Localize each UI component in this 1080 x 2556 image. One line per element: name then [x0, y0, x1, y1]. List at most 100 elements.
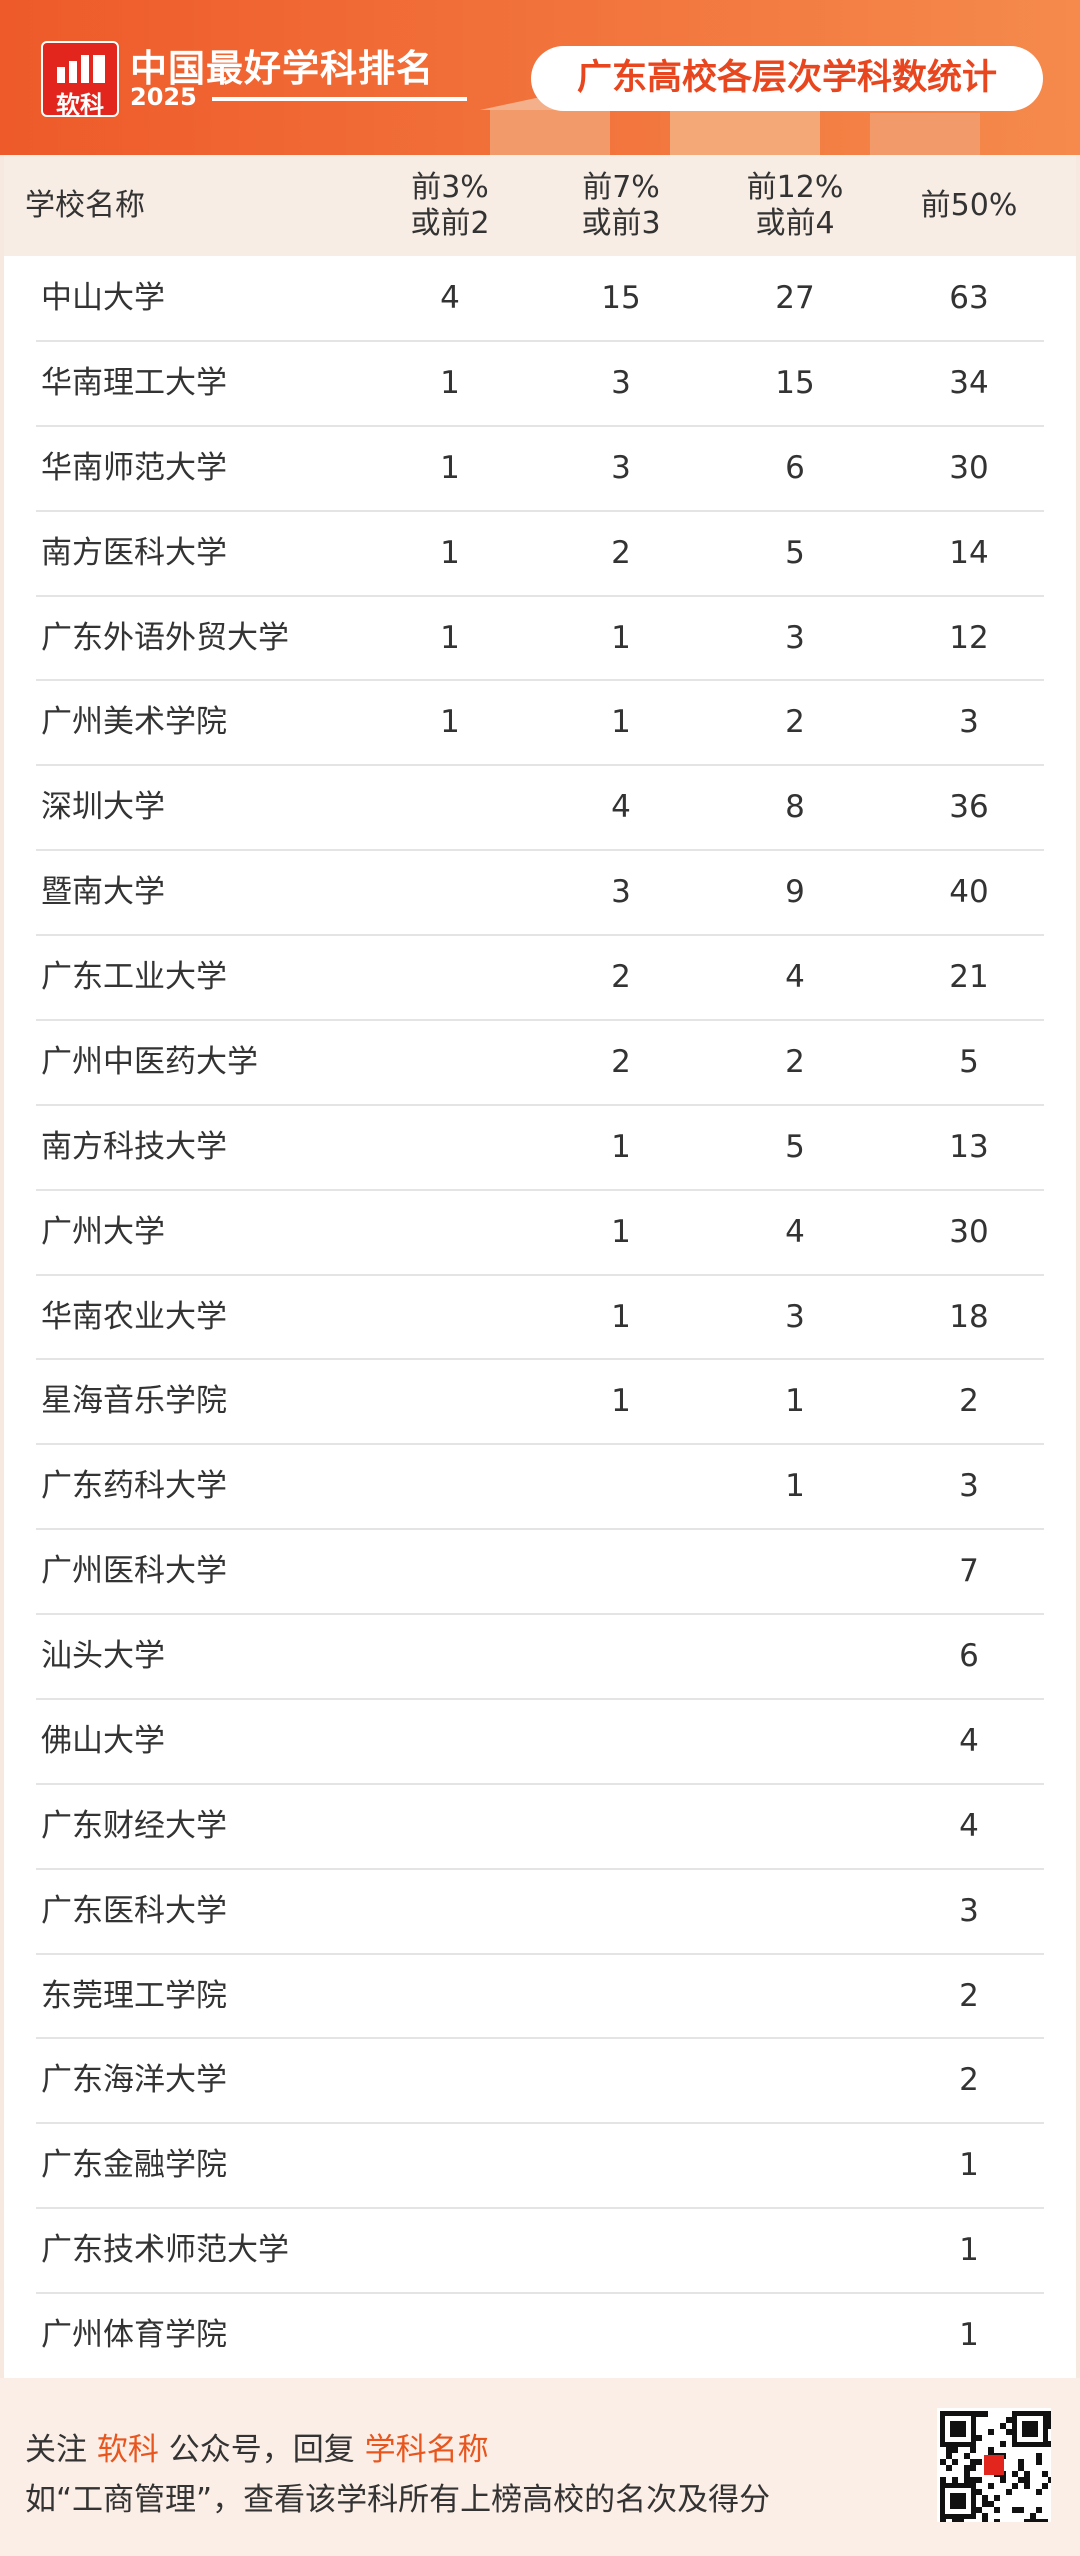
- cell-value: 1: [440, 704, 460, 741]
- cell-value: 3: [959, 1892, 979, 1929]
- cell-value: 4: [785, 959, 805, 996]
- title: 中国最好学科排名: [130, 47, 434, 90]
- cell-value: 2: [611, 534, 631, 571]
- cell-value: 15: [775, 364, 815, 401]
- year: 2025: [130, 83, 197, 111]
- row-separator: [36, 764, 1044, 767]
- row-separator: [36, 2122, 1044, 2125]
- cell-value: 2: [785, 704, 805, 741]
- row-separator: [36, 1613, 1044, 1616]
- row-separator: [36, 1103, 1044, 1106]
- cell-value: 8: [785, 789, 805, 826]
- cell-value: 1: [440, 534, 460, 571]
- school-name: 广东药科大学: [41, 1468, 227, 1505]
- cell-value: 15: [601, 280, 641, 316]
- cell-value: 1: [959, 2232, 979, 2269]
- school-name: 广州体育学院: [41, 2317, 227, 2354]
- footer-highlight: 学科名称: [364, 2432, 489, 2468]
- cell-value: 1: [611, 1383, 631, 1420]
- cell-value: 36: [949, 789, 989, 826]
- cell-value: 3: [959, 1468, 979, 1505]
- school-name: 广东外语外贸大学: [41, 619, 289, 656]
- cell-value: 34: [949, 364, 989, 401]
- cell-value: 4: [959, 1722, 979, 1759]
- row-separator: [36, 1528, 1044, 1531]
- school-name: 华南农业大学: [41, 1298, 227, 1335]
- logo-icon: [57, 55, 105, 83]
- row-separator: [36, 594, 1044, 597]
- cell-value: 63: [949, 280, 989, 316]
- cell-value: 1: [611, 1213, 631, 1250]
- cell-value: 1: [440, 619, 460, 656]
- cell-value: 2: [611, 1043, 631, 1080]
- cell-value: 2: [785, 1043, 805, 1080]
- cell-value: 2: [611, 959, 631, 996]
- cell-value: 1: [785, 1383, 805, 1420]
- school-name: 广东金融学院: [41, 2147, 227, 2184]
- qr-code[interactable]: [937, 2408, 1051, 2522]
- cell-value: 1: [611, 1298, 631, 1335]
- school-name: 广州大学: [41, 1213, 165, 1250]
- cell-value: 4: [440, 280, 460, 316]
- footer-text: 关注: [25, 2432, 87, 2468]
- cell-value: 27: [775, 280, 815, 316]
- cell-value: 2: [959, 2062, 979, 2099]
- cell-value: 6: [785, 449, 805, 486]
- column-header: 或前4: [755, 205, 835, 241]
- cell-value: 1: [611, 619, 631, 656]
- row-separator: [36, 1018, 1044, 1021]
- row-separator: [36, 1443, 1044, 1446]
- cell-value: 3: [611, 449, 631, 486]
- footer: [0, 2378, 1080, 2556]
- school-name: 华南师范大学: [41, 449, 227, 486]
- row-separator: [36, 679, 1044, 682]
- school-name: 星海音乐学院: [41, 1383, 227, 1420]
- column-header: 前12%: [746, 169, 844, 205]
- column-header: 或前3: [581, 205, 661, 241]
- cell-value: 30: [949, 449, 989, 486]
- school-name: 中山大学: [41, 280, 165, 316]
- cell-value: 13: [949, 1128, 989, 1165]
- school-name: 汕头大学: [41, 1638, 165, 1675]
- cell-value: 1: [440, 364, 460, 401]
- logo: 软科: [41, 41, 119, 119]
- cell-value: 4: [785, 1213, 805, 1250]
- cell-value: 9: [785, 874, 805, 911]
- cell-value: 40: [949, 874, 989, 911]
- cell-value: 4: [611, 789, 631, 826]
- school-name: 广东技术师范大学: [41, 2232, 289, 2269]
- school-name: 南方医科大学: [41, 534, 227, 571]
- cell-value: 5: [959, 1043, 979, 1080]
- cell-value: 3: [785, 1298, 805, 1335]
- footer-text: 公众号，回复: [168, 2432, 355, 2468]
- row-separator: [36, 2292, 1044, 2295]
- cell-value: 2: [959, 1977, 979, 2014]
- row-separator: [36, 2037, 1044, 2040]
- row-separator: [36, 1782, 1044, 1785]
- footer-line: 关注 软科 公众号，回复 学科名称: [25, 2424, 489, 2469]
- row-separator: [36, 1697, 1044, 1700]
- row-separator: [36, 424, 1044, 427]
- row-separator: [36, 509, 1044, 512]
- school-name: 广州医科大学: [41, 1553, 227, 1590]
- school-name: 广州中医药大学: [41, 1043, 258, 1080]
- cell-value: 6: [959, 1638, 979, 1675]
- cell-value: 3: [611, 874, 631, 911]
- cell-value: 5: [785, 534, 805, 571]
- cell-value: 1: [611, 1128, 631, 1165]
- cell-value: 1: [440, 449, 460, 486]
- cell-value: 30: [949, 1213, 989, 1250]
- cell-value: 21: [949, 959, 989, 996]
- cell-value: 3: [611, 364, 631, 401]
- school-name: 广东海洋大学: [41, 2062, 227, 2099]
- column-header: 前3%: [411, 169, 489, 205]
- cell-value: 7: [959, 1553, 979, 1590]
- school-name: 东莞理工学院: [41, 1977, 227, 2014]
- cell-value: 18: [949, 1298, 989, 1335]
- cell-value: 5: [785, 1128, 805, 1165]
- cell-value: 3: [959, 704, 979, 741]
- school-name: 南方科技大学: [41, 1128, 227, 1165]
- column-header: 或前2: [410, 205, 490, 241]
- column-header: 前7%: [582, 169, 660, 205]
- cell-value: 3: [785, 619, 805, 656]
